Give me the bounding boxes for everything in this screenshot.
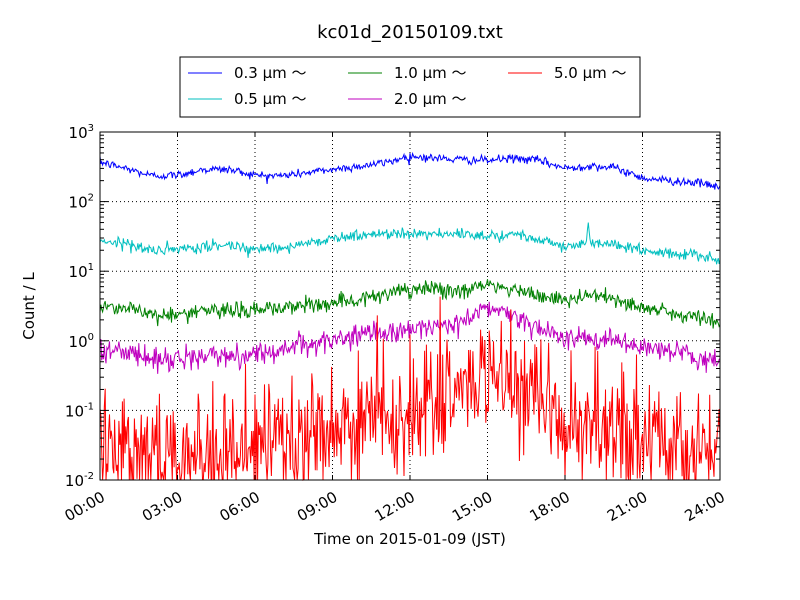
x-tick-label: 24:00	[682, 488, 728, 525]
y-tick-label: 102	[69, 193, 94, 212]
y-tick-label: 10-1	[65, 401, 94, 420]
x-tick-label: 09:00	[294, 488, 340, 525]
x-tick-label: 12:00	[372, 488, 418, 525]
y-tick-label: 101	[69, 262, 94, 281]
x-tick-label: 00:00	[62, 488, 108, 525]
legend-label: 5.0 μm ～	[554, 64, 627, 82]
series-line	[99, 222, 721, 265]
legend-frame	[179, 56, 641, 118]
x-tick-label: 21:00	[604, 488, 650, 525]
legend-label: 0.3 μm ～	[234, 64, 307, 82]
y-tick-label: 100	[69, 332, 94, 351]
chart-title: kc01d_20150109.txt	[317, 22, 503, 43]
legend-label: 2.0 μm ～	[394, 90, 467, 108]
legend-label: 0.5 μm ～	[234, 90, 307, 108]
y-tick-label: 103	[69, 123, 94, 142]
x-tick-label: 03:00	[139, 488, 185, 525]
legend-label: 1.0 μm ～	[394, 64, 467, 82]
series-line	[99, 151, 721, 190]
legend: 0.3 μm ～ 0.5 μm ～ 1.0 μm ～ 2.0 μm ～ 5.0 μm ～	[179, 56, 641, 118]
series-line	[99, 279, 721, 329]
x-axis-label: Time on 2015-01-09 (JST)	[313, 530, 506, 548]
x-tick-label: 18:00	[527, 488, 573, 525]
series-line	[99, 301, 721, 374]
y-axis-label: Count / L	[20, 272, 38, 340]
y-tick-label: 10-2	[65, 471, 94, 490]
x-tick-label: 06:00	[217, 488, 263, 525]
x-tick-label: 15:00	[449, 488, 495, 525]
